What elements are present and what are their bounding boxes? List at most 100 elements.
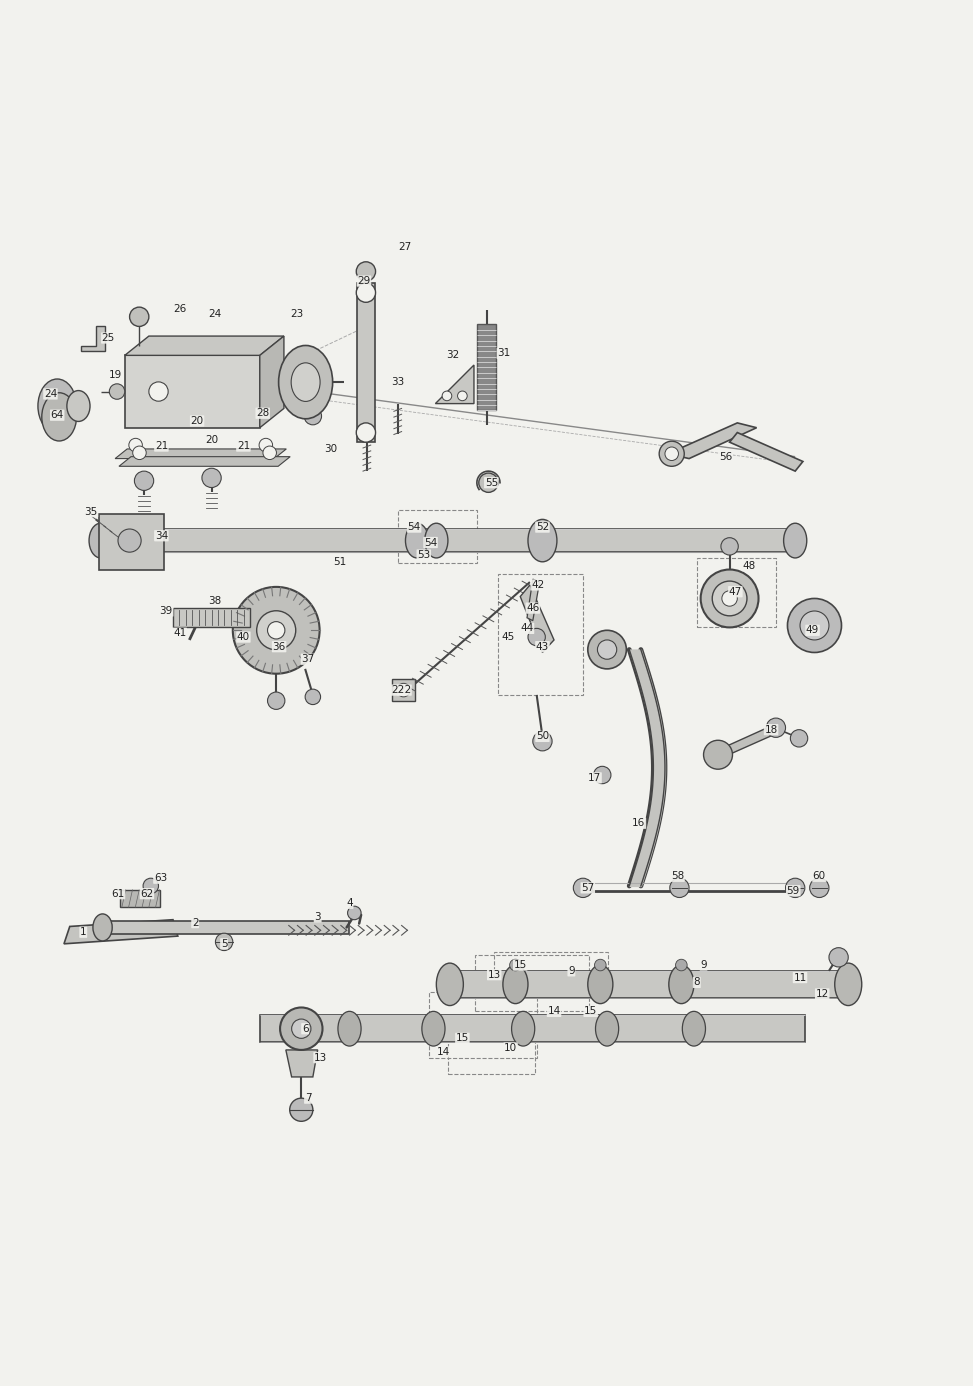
Text: 28: 28 [256,409,270,419]
Circle shape [233,586,319,674]
Circle shape [118,529,141,552]
Polygon shape [173,608,250,628]
Circle shape [132,446,146,460]
Text: 62: 62 [140,888,154,898]
Polygon shape [115,449,286,459]
Circle shape [442,391,451,401]
Ellipse shape [278,345,333,419]
Ellipse shape [291,363,320,402]
Text: 49: 49 [806,625,819,635]
Ellipse shape [436,963,463,1006]
Circle shape [356,262,376,281]
Ellipse shape [42,392,77,441]
Polygon shape [527,579,540,621]
Circle shape [810,879,829,898]
Circle shape [595,959,606,970]
Polygon shape [125,335,284,355]
Circle shape [665,448,678,460]
Ellipse shape [338,1012,361,1046]
Text: 22: 22 [391,685,405,696]
Circle shape [129,308,149,327]
Circle shape [528,628,545,646]
Text: 3: 3 [314,912,321,922]
Ellipse shape [783,524,807,559]
Text: 10: 10 [504,1044,518,1053]
Circle shape [675,959,687,970]
Circle shape [306,689,320,704]
Text: 31: 31 [497,348,511,359]
Ellipse shape [422,1012,445,1046]
Text: 15: 15 [514,960,527,970]
Circle shape [510,959,522,970]
Bar [120,890,161,908]
Text: 48: 48 [742,561,755,571]
Text: 21: 21 [155,441,168,450]
Text: 33: 33 [391,377,405,387]
Text: 53: 53 [417,550,430,560]
Circle shape [149,383,168,401]
Text: 6: 6 [302,1024,308,1034]
Text: 19: 19 [108,370,122,380]
Bar [450,970,848,998]
Circle shape [263,446,276,460]
Bar [102,920,348,934]
Circle shape [202,468,221,488]
Text: 57: 57 [581,883,595,893]
Polygon shape [64,920,178,944]
Circle shape [573,879,593,898]
Circle shape [109,384,125,399]
Text: 18: 18 [765,725,777,735]
Circle shape [134,471,154,491]
Text: 56: 56 [719,452,733,462]
Circle shape [790,729,808,747]
Ellipse shape [835,963,862,1006]
Circle shape [721,538,739,554]
Ellipse shape [528,520,557,561]
Circle shape [703,740,733,769]
Circle shape [533,732,552,751]
Text: 23: 23 [290,309,303,319]
Circle shape [305,407,321,426]
Text: 7: 7 [305,1094,311,1103]
Ellipse shape [425,524,448,559]
Text: 52: 52 [536,523,549,532]
Polygon shape [357,283,375,442]
Text: 12: 12 [815,990,829,999]
Circle shape [268,621,285,639]
Circle shape [588,631,627,669]
Text: 54: 54 [408,523,420,532]
Text: 11: 11 [793,973,807,983]
Ellipse shape [90,524,112,559]
Text: 21: 21 [236,441,250,450]
Ellipse shape [668,965,694,1003]
Circle shape [701,570,759,628]
Text: 51: 51 [333,557,346,567]
Text: 46: 46 [526,603,539,613]
Text: 40: 40 [236,632,250,642]
Polygon shape [730,432,803,471]
Circle shape [257,611,296,650]
Text: 39: 39 [160,606,173,615]
Circle shape [356,283,376,302]
Text: 43: 43 [536,642,549,651]
Circle shape [479,473,498,492]
Circle shape [787,599,842,653]
Bar [260,1015,805,1042]
Circle shape [292,1019,311,1038]
Text: 41: 41 [173,628,187,638]
Text: 37: 37 [302,654,314,664]
Text: 17: 17 [588,773,601,783]
Text: 24: 24 [208,309,221,319]
Ellipse shape [406,524,429,559]
Bar [98,514,164,570]
Text: 13: 13 [314,1052,327,1063]
Ellipse shape [595,1012,619,1046]
Text: 5: 5 [221,938,228,949]
Circle shape [712,581,747,615]
Circle shape [143,879,159,894]
Bar [398,510,477,563]
Text: 44: 44 [521,624,533,633]
Circle shape [347,906,361,920]
Text: 60: 60 [812,872,826,881]
Circle shape [594,766,611,783]
